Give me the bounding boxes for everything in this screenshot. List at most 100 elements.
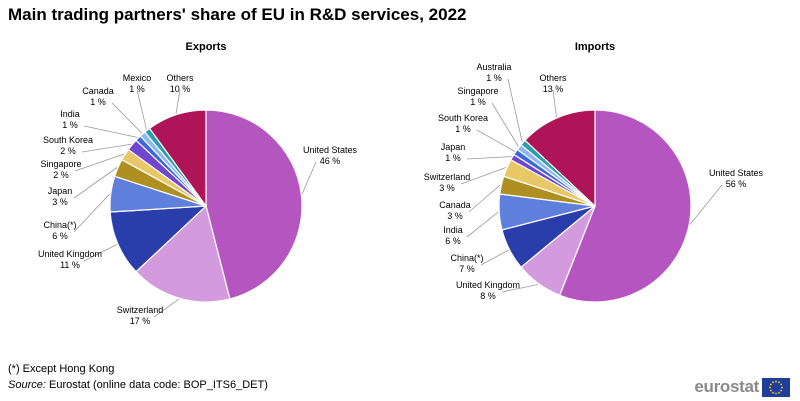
label-value: 2 % [60, 146, 76, 156]
flag-star [775, 392, 777, 394]
footnote: (*) Except Hong Kong [8, 363, 115, 375]
leader-line [491, 102, 519, 147]
flag-star [778, 380, 780, 383]
logo-text: eurostat [694, 377, 759, 396]
leader-line [301, 161, 317, 194]
label-name: United States [709, 168, 764, 178]
eurostat-logo: eurostat [694, 377, 790, 397]
label-name: Others [166, 73, 194, 83]
label-value: 1 % [445, 153, 461, 163]
leader-line [480, 249, 509, 266]
data-label-others: Others 13 % [539, 73, 567, 94]
data-label-india: India 1 % [60, 109, 80, 130]
flag-star [769, 389, 772, 391]
leader-line [73, 167, 118, 199]
data-label-switzerland: Switzerland 3 % [424, 172, 471, 193]
label-value: 11 % [60, 260, 80, 270]
data-label-singapore: Singapore 1 % [457, 86, 498, 107]
data-label-mexico: Mexico 1 % [123, 73, 152, 94]
data-label-united-states: United States 46 % [303, 145, 358, 166]
label-value: 2 % [53, 170, 69, 180]
leader-line [81, 143, 132, 153]
flag-star [778, 391, 780, 394]
label-name: United States [303, 145, 358, 155]
pie-title: Imports [575, 41, 615, 53]
source-note: Source: Eurostat (online data code: BOP_… [8, 379, 268, 391]
pie-title: Exports [186, 41, 227, 53]
flag-star [775, 380, 777, 382]
label-name: Japan [48, 186, 73, 196]
label-value: 3 % [439, 183, 455, 193]
label-name: Others [539, 73, 567, 83]
flag-star [780, 383, 783, 385]
data-label-india: India 6 % [443, 225, 463, 246]
leader-line [466, 211, 499, 238]
leader-line [175, 89, 181, 114]
data-label-china: China(*) 7 % [450, 253, 483, 274]
data-label-united-states: United States 56 % [709, 168, 764, 189]
label-name: Japan [441, 142, 466, 152]
label-value: 1 % [62, 120, 78, 130]
flag-star [772, 380, 774, 383]
data-label-japan: Japan 3 % [48, 186, 73, 207]
label-value: 6 % [445, 236, 461, 246]
pie-slice-united-kingdom [109, 205, 208, 273]
data-label-south-korea: South Korea 1 % [438, 113, 488, 134]
data-label-canada: Canada 1 % [82, 86, 114, 107]
data-label-united-kingdom: United Kingdom 8 % [456, 280, 520, 301]
data-label-singapore: Singapore 2 % [40, 159, 81, 180]
label-name: Canada [439, 200, 471, 210]
pie-slice-united-states [558, 109, 692, 303]
leader-line [507, 78, 523, 142]
leader-line [83, 244, 118, 262]
leader-line [153, 298, 180, 318]
flag-star [780, 389, 783, 391]
pie-slice-others [524, 109, 596, 208]
label-name: Canada [82, 86, 114, 96]
pie-slice-others [148, 109, 207, 208]
label-value: 7 % [459, 264, 475, 274]
leader-line [501, 284, 539, 293]
pie-slice-switzerland [135, 204, 231, 303]
label-value: 13 % [543, 84, 564, 94]
pie-slice-united-states [205, 109, 303, 300]
eu-flag-icon [762, 377, 790, 397]
pie-chart-exports: Exports United States 46 % Switzerland 17 % U… [38, 41, 358, 326]
leader-line [466, 156, 512, 160]
label-name: India [60, 109, 80, 119]
data-label-united-kingdom: United Kingdom 11 % [38, 249, 102, 270]
label-name: China(*) [43, 220, 76, 230]
pie-chart-imports: Imports United States 56 % United Kingdom 8 … [424, 41, 764, 303]
label-value: 1 % [486, 73, 502, 83]
label-value: 56 % [726, 179, 747, 189]
label-name: Singapore [40, 159, 81, 169]
label-value: 3 % [52, 197, 68, 207]
label-value: 8 % [480, 291, 496, 301]
flag-star [769, 383, 772, 385]
label-name: United Kingdom [456, 280, 520, 290]
data-label-canada: Canada 3 % [439, 200, 471, 221]
source-label: Source: [8, 379, 46, 391]
label-value: 6 % [52, 231, 68, 241]
label-value: 1 % [90, 97, 106, 107]
pie-charts: Exports United States 46 % Switzerland 17 % U… [38, 41, 764, 326]
label-name: Australia [476, 62, 511, 72]
data-label-japan: Japan 1 % [441, 142, 466, 163]
label-value: 3 % [447, 211, 463, 221]
leader-line [111, 102, 143, 134]
label-name: India [443, 225, 463, 235]
leader-line [83, 125, 138, 138]
data-label-south-korea: South Korea 2 % [43, 135, 93, 156]
data-label-switzerland: Switzerland 17 % [117, 305, 164, 326]
label-name: South Korea [438, 113, 488, 123]
label-name: Switzerland [117, 305, 164, 315]
flag-star [781, 386, 783, 388]
leader-line [73, 193, 111, 233]
leader-line [468, 184, 501, 213]
leader-line [136, 89, 147, 130]
data-label-others: Others 10 % [166, 73, 194, 94]
chart-title: Main trading partners' share of EU in R&… [8, 5, 467, 24]
leader-line [476, 129, 515, 152]
label-value: 1 % [470, 97, 486, 107]
label-name: United Kingdom [38, 249, 102, 259]
